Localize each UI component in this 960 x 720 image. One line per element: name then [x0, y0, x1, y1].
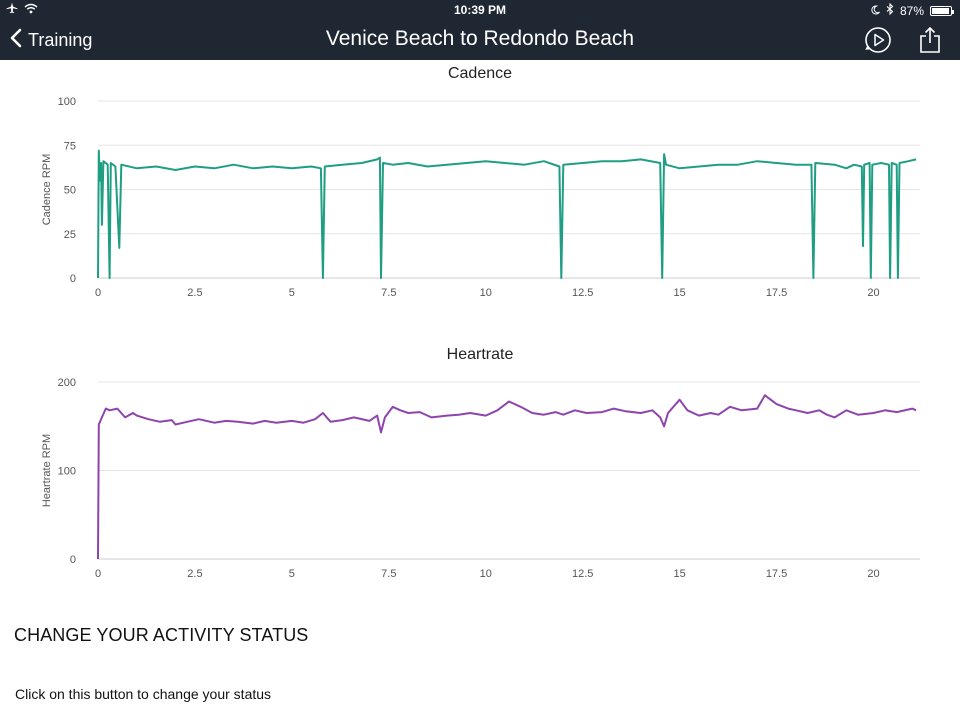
- y-tick-label: 100: [58, 96, 76, 108]
- status-time: 10:39 PM: [453, 3, 507, 17]
- y-tick-label: 50: [64, 185, 76, 197]
- cadence-chart: 0 25 50 75 100 0 2.5 5 7.5 10 12.5 15 17.5 20 Cadence …: [41, 96, 920, 299]
- x-tick-label: 10: [480, 287, 492, 299]
- share-icon[interactable]: [914, 24, 946, 56]
- battery-percent: 87%: [899, 3, 924, 18]
- moon-icon: [870, 4, 881, 18]
- x-tick-label: 12.5: [572, 568, 593, 580]
- y-tick-label: 0: [70, 554, 76, 566]
- heartrate-series-line: [97, 394, 917, 560]
- back-label: Training: [28, 29, 93, 50]
- nav-actions: [862, 24, 946, 56]
- x-tick-label: 12.5: [572, 287, 593, 299]
- x-tick-label: 0: [95, 568, 101, 580]
- activity-status-instructions: Click on this button to change your stat…: [15, 686, 272, 702]
- wifi-icon: [24, 3, 38, 17]
- y-tick-label: 75: [64, 140, 76, 152]
- x-tick-label: 10: [480, 568, 492, 580]
- y-axis-label: Heartrate RPM: [41, 434, 53, 507]
- battery-icon: [930, 5, 954, 16]
- y-tick-label: 0: [70, 273, 76, 285]
- x-tick-label: 15: [673, 568, 685, 580]
- heartrate-chart-title: Heartrate: [446, 346, 514, 363]
- status-left: [6, 2, 38, 17]
- status-bar: 10:39 PM 87%: [0, 0, 960, 20]
- x-tick-label: 0: [95, 287, 101, 299]
- cadence-series-line: [97, 149, 917, 279]
- cadence-chart-title: Cadence: [447, 65, 513, 82]
- x-tick-label: 5: [289, 287, 295, 299]
- x-tick-label: 15: [673, 287, 685, 299]
- y-tick-label: 25: [64, 229, 76, 241]
- bluetooth-icon: [886, 2, 894, 18]
- chevron-left-icon: [10, 28, 22, 53]
- x-tick-label: 7.5: [381, 287, 396, 299]
- play-icon[interactable]: [862, 24, 894, 56]
- activity-status-heading: CHANGE YOUR ACTIVITY STATUS: [14, 625, 309, 645]
- y-axis-label: Cadence RPM: [41, 154, 53, 226]
- status-right: 87%: [870, 2, 954, 18]
- x-tick-label: 2.5: [187, 568, 202, 580]
- y-tick-label: 200: [58, 377, 76, 389]
- back-button[interactable]: Training: [10, 26, 92, 54]
- x-tick-label: 5: [289, 568, 295, 580]
- x-tick-label: 17.5: [766, 568, 787, 580]
- x-tick-label: 20: [867, 568, 879, 580]
- x-tick-label: 17.5: [766, 287, 787, 299]
- nav-bar: Training Venice Beach to Redondo Beach: [0, 20, 960, 60]
- heartrate-chart: 0 100 200 0 2.5 5 7.5 10 12.5 15 17.5 20 Heartrate R…: [41, 377, 920, 580]
- x-tick-label: 20: [867, 287, 879, 299]
- y-tick-label: 100: [58, 466, 76, 478]
- x-tick-label: 2.5: [187, 287, 202, 299]
- x-tick-label: 7.5: [381, 568, 396, 580]
- airplane-icon: [6, 2, 18, 17]
- page-title: Venice Beach to Redondo Beach: [325, 27, 635, 50]
